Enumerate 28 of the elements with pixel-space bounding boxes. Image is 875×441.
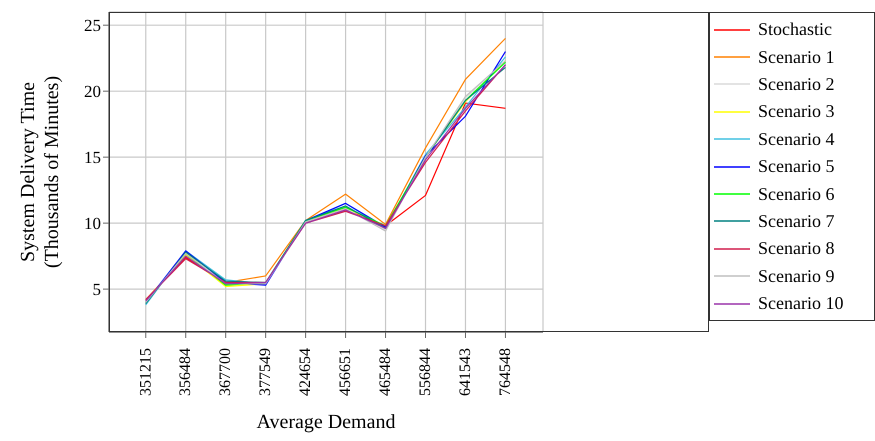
y-axis-title: System Delivery Time (Thousands of Minutes) (17, 76, 63, 268)
x-tick-label: 356484 (177, 348, 194, 396)
legend-label: Scenario 3 (758, 101, 834, 122)
legend-label: Scenario 9 (758, 266, 834, 287)
y-tick-label: 10 (84, 214, 101, 234)
legend-label: Scenario 10 (758, 293, 844, 314)
legend-label: Stochastic (758, 19, 832, 40)
y-tick-label: 25 (84, 16, 101, 36)
x-tick-label: 424654 (297, 348, 314, 396)
legend-label: Scenario 8 (758, 238, 834, 260)
y-tick-label: 5 (92, 280, 101, 300)
x-tick-label: 377549 (257, 348, 274, 396)
x-tick-label: 351215 (137, 348, 154, 396)
x-tick-label: 367700 (217, 348, 234, 396)
x-tick-label: 465484 (377, 348, 394, 396)
x-tick-label: 641543 (456, 348, 474, 396)
x-axis-title: Average Demand (256, 411, 396, 433)
legend-label: Scenario 7 (758, 210, 834, 232)
y-tick-label: 15 (84, 148, 101, 168)
legend-label: Scenario 4 (758, 128, 834, 150)
legend-label: Scenario 6 (758, 184, 834, 205)
legend-label: Scenario 2 (758, 74, 834, 95)
x-tick-label: 764548 (496, 348, 514, 396)
x-tick-label: 456651 (337, 348, 354, 396)
legend-label: Scenario 5 (758, 156, 834, 178)
legend-label: Scenario 1 (758, 46, 834, 68)
y-tick-label: 20 (84, 82, 101, 102)
x-tick-label: 556844 (417, 348, 434, 396)
